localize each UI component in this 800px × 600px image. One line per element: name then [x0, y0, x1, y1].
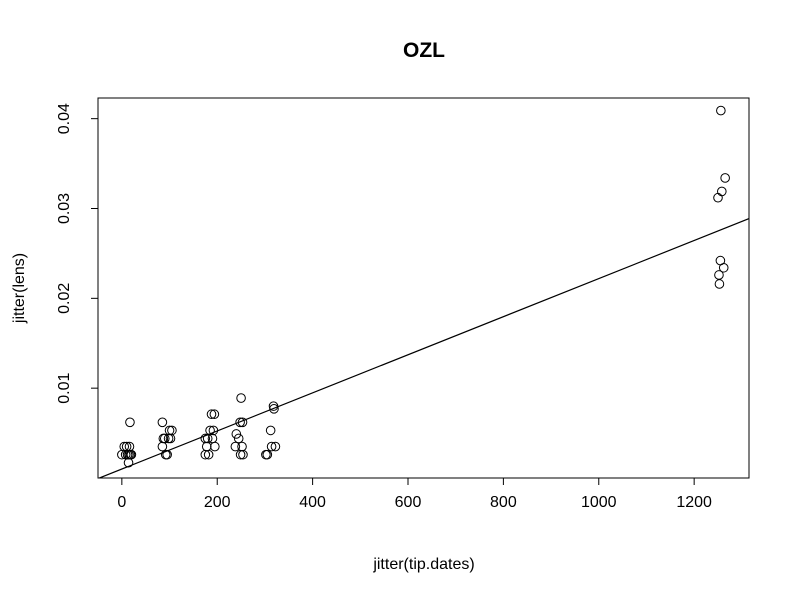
data-point [125, 417, 135, 428]
data-point [237, 441, 247, 452]
data-point [235, 417, 245, 428]
data-point [157, 417, 168, 428]
x-axis: 0 200 400 600 800 1000 1200 [117, 477, 712, 511]
data-point [718, 262, 729, 273]
data-point [262, 449, 273, 460]
data-point [230, 441, 241, 452]
data-point [231, 429, 242, 439]
x-axis-title: jitter(tip.dates) [372, 556, 474, 573]
x-tick-label: 0 [117, 494, 126, 511]
data-point [238, 449, 248, 460]
data-point [720, 173, 730, 183]
data-point [162, 449, 172, 460]
points-layer [117, 105, 730, 468]
data-point [206, 409, 217, 420]
data-point [209, 409, 220, 420]
y-axis: 0.01 0.02 0.03 0.04 [56, 103, 99, 404]
y-tick-label: 0.04 [56, 103, 73, 134]
data-point [210, 441, 220, 452]
data-point [167, 425, 177, 436]
data-point [159, 433, 170, 444]
data-point [716, 105, 726, 116]
data-point [265, 425, 276, 436]
data-point [266, 441, 277, 452]
x-tick-label: 600 [395, 494, 422, 511]
data-point [714, 279, 725, 289]
data-point [126, 449, 137, 460]
fit-line-layer [98, 218, 749, 478]
x-tick-label: 1000 [581, 494, 617, 511]
data-point [236, 393, 246, 403]
data-point [717, 186, 727, 197]
data-point [157, 441, 168, 452]
data-point [201, 441, 212, 452]
x-tick-label: 200 [204, 494, 231, 511]
chart-title: OZL [403, 39, 445, 62]
y-tick-label: 0.02 [56, 283, 73, 314]
data-point [203, 449, 214, 460]
plot-frame [97, 97, 750, 479]
data-point [713, 192, 723, 203]
data-point [208, 425, 219, 436]
y-tick-label: 0.01 [56, 372, 73, 403]
y-tick-label: 0.03 [56, 193, 73, 224]
data-point [237, 417, 248, 428]
x-tick-label: 400 [299, 494, 326, 511]
y-axis-title: jitter(lens) [11, 253, 28, 324]
x-tick-label: 1200 [676, 494, 712, 511]
data-point [270, 441, 281, 452]
data-point [269, 404, 279, 414]
regression-line [98, 218, 749, 478]
data-point [233, 433, 244, 444]
x-tick-label: 800 [490, 494, 517, 511]
